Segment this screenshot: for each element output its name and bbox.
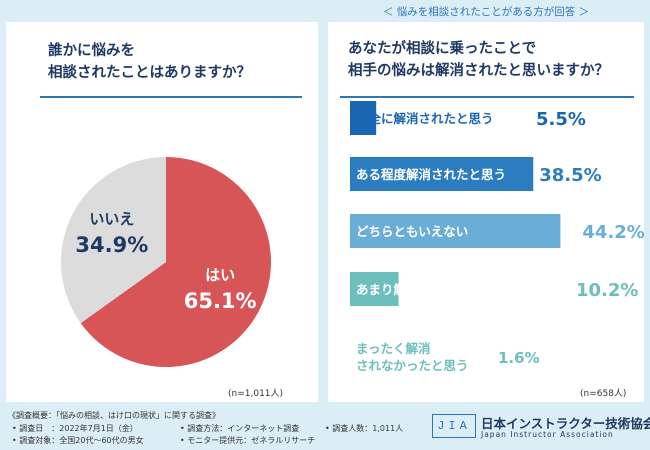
right-n-note: (n=658人) bbox=[580, 389, 627, 399]
pie-slice-yes bbox=[80, 157, 271, 368]
pie-label-yes: はい bbox=[205, 266, 235, 284]
bar-label-2: ある程度解消されたと思う bbox=[356, 167, 506, 182]
bar-5 bbox=[350, 339, 358, 373]
bar-value-2: 38.5% bbox=[539, 165, 601, 186]
bar-label-4: あまり解消されなかったと思う bbox=[356, 282, 531, 297]
left-question: 誰かに悩みを 相談されたことはありますか？ bbox=[48, 43, 251, 81]
left-title-rule bbox=[40, 96, 302, 98]
bar-2 bbox=[350, 157, 534, 191]
bar-4 bbox=[350, 272, 399, 306]
bar-1 bbox=[350, 101, 377, 135]
survey-title: 《調査概要：「悩みの相談、はけ口の現状」に関する調査》 bbox=[8, 411, 220, 420]
pie-slice-no bbox=[61, 157, 166, 324]
right-title-rule bbox=[340, 96, 634, 98]
survey-count: • 調査人数：1,011人 bbox=[325, 424, 404, 433]
pie-value-yes: 65.1% bbox=[184, 289, 257, 313]
respondent-note: ＜ 悩みを相談されたことがある方が回答 ＞ bbox=[382, 6, 590, 18]
pie-value-no: 34.9% bbox=[75, 233, 148, 257]
bar-label-3: どちらともいえない bbox=[356, 224, 468, 239]
survey-target: • 調査対象：全国20代〜60代の男女 bbox=[12, 436, 144, 445]
left-panel: 誰かに悩みを 相談されたことはありますか？ はい 65.1% いいえ 34.9% (n… bbox=[6, 22, 318, 402]
bar-value-1: 5.5% bbox=[536, 109, 586, 130]
jia-logo-mark: JIA bbox=[432, 414, 476, 438]
left-n-note: (n=1,011人) bbox=[228, 389, 284, 399]
survey-method: • 調査方法：インターネット調査 bbox=[180, 424, 300, 433]
bar-value-4: 10.2% bbox=[576, 280, 638, 301]
jia-logo-name: 日本インストラクター技術協会 bbox=[481, 416, 650, 431]
bar-value-3: 44.2% bbox=[582, 222, 644, 243]
bar-3 bbox=[350, 214, 561, 248]
pie-label-no: いいえ bbox=[89, 210, 134, 228]
bar-chart: 完全に解消されたと思う 5.5% ある程度解消されたと思う 38.5% どちらともいえな… bbox=[350, 101, 644, 373]
jia-logo-subtitle: Japan Instructor Association bbox=[481, 430, 614, 439]
bar-label-5: まったく解消されなかったと思う bbox=[356, 341, 469, 373]
right-panel: あなたが相談に乗ったことで 相手の悩みは解消されたと思いますか？ 完全に解消され… bbox=[328, 22, 644, 402]
survey-date: • 調査日 ：2022年7月1日（金） bbox=[12, 424, 138, 433]
right-question: あなたが相談に乗ったことで 相手の悩みは解消されたと思いますか？ bbox=[348, 41, 609, 79]
bar-label-1: 完全に解消されたと思う bbox=[356, 111, 494, 126]
bar-value-5: 1.6% bbox=[498, 349, 540, 367]
pie-chart: はい 65.1% いいえ 34.9% bbox=[61, 157, 271, 368]
survey-provider: • モニター提供元：ゼネラルリサーチ bbox=[180, 436, 316, 445]
